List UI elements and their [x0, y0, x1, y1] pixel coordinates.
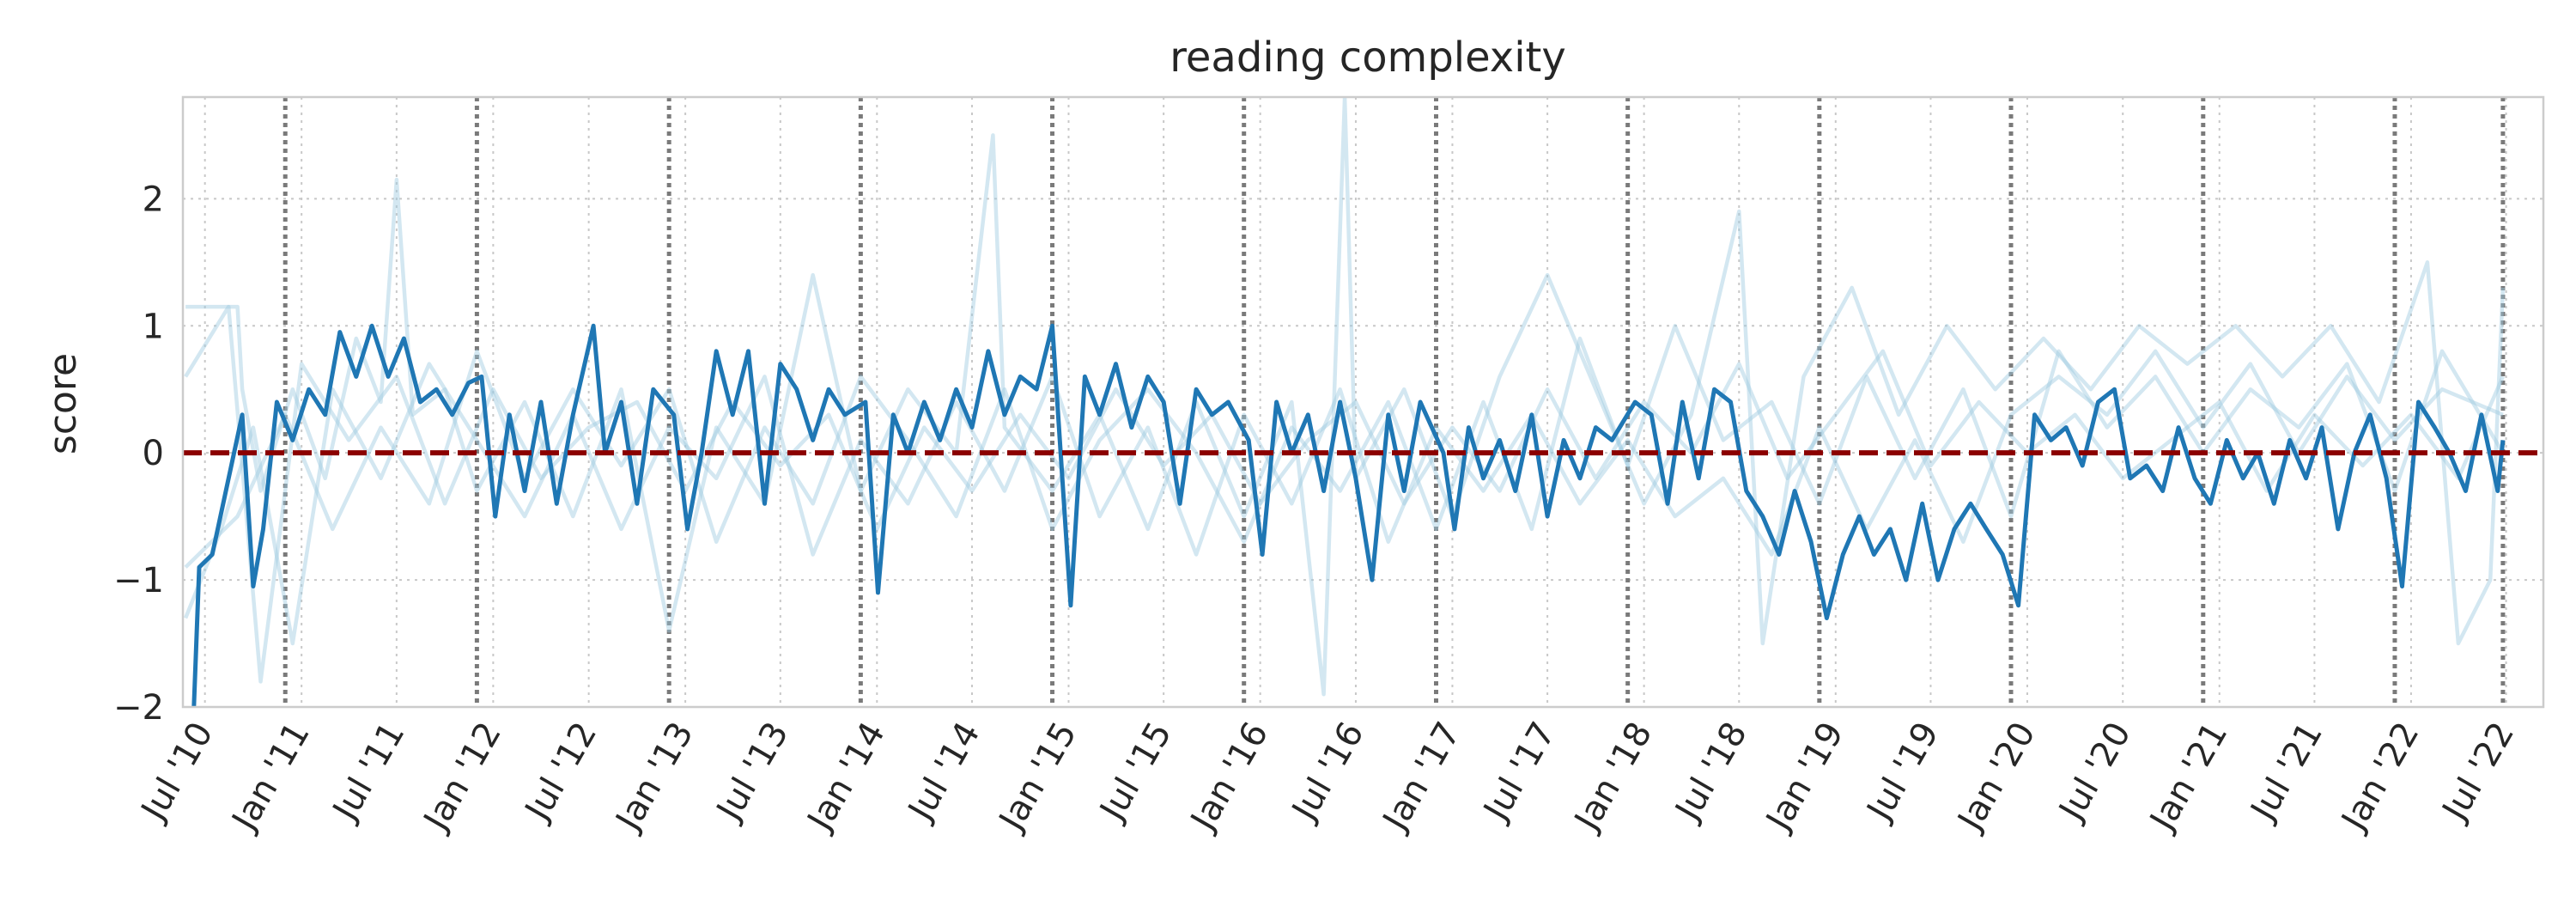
- x-tick-label: Jul '10: [133, 716, 222, 829]
- x-tick-label: Jan '13: [607, 716, 701, 839]
- y-tick-labels: −2 −1 0 1 2: [113, 180, 164, 728]
- x-tick-label: Jan '20: [1949, 716, 2043, 839]
- grid: [183, 97, 2543, 708]
- x-tick-label: Jul '15: [1091, 716, 1180, 829]
- series-lines: [184, 97, 2506, 707]
- x-tick-label: Jan '22: [2333, 716, 2427, 839]
- plot-frame: [181, 95, 2545, 709]
- x-tick-label: Jul '11: [325, 716, 413, 829]
- x-tick-label: Jul '14: [900, 716, 988, 829]
- x-tick-label: Jan '19: [1758, 716, 1851, 839]
- y-tick-label: −1: [113, 561, 164, 600]
- x-tick-label: Jan '18: [1566, 716, 1660, 839]
- highlighted-series-line: [191, 323, 2506, 707]
- x-tick-labels: Jul '10 Jan '11 Jul '11 Jan '12 Jul '12 Jan '…: [133, 716, 2523, 839]
- background-series-line: [184, 349, 2504, 646]
- y-tick-label: 0: [143, 434, 164, 473]
- x-tick-label: Jul '22: [2433, 716, 2522, 829]
- x-tick-label: Jul '12: [517, 716, 605, 829]
- background-series-line: [184, 304, 2505, 684]
- y-axis-label: score: [41, 353, 85, 454]
- chart-title: reading complexity: [1170, 34, 1566, 82]
- y-tick-label: 2: [143, 180, 164, 219]
- x-tick-label: Jul '18: [1667, 716, 1755, 829]
- x-tick-label: Jul '16: [1284, 716, 1372, 829]
- x-tick-label: Jan '12: [416, 716, 509, 839]
- x-tick-label: Jan '21: [2142, 716, 2235, 839]
- x-tick-label: Jan '15: [991, 716, 1084, 839]
- x-tick-label: Jul '21: [2242, 716, 2330, 829]
- x-tick-label: Jul '13: [708, 716, 797, 829]
- y-tick-label: 1: [143, 307, 164, 346]
- x-tick-label: Jan '17: [1375, 716, 1468, 839]
- y-tick-label: −2: [113, 688, 164, 728]
- x-tick-label: Jan '14: [799, 716, 892, 839]
- x-tick-label: Jul '20: [2050, 716, 2139, 829]
- x-tick-label: Jul '19: [1858, 716, 1947, 829]
- background-series-line: [184, 324, 2505, 569]
- background-series-line: [185, 97, 2506, 697]
- vertical-markers: [283, 97, 2506, 707]
- x-tick-label: Jul '17: [1475, 716, 1564, 829]
- x-tick-label: Jan '11: [223, 716, 317, 839]
- x-tick-label: Jan '16: [1182, 716, 1276, 839]
